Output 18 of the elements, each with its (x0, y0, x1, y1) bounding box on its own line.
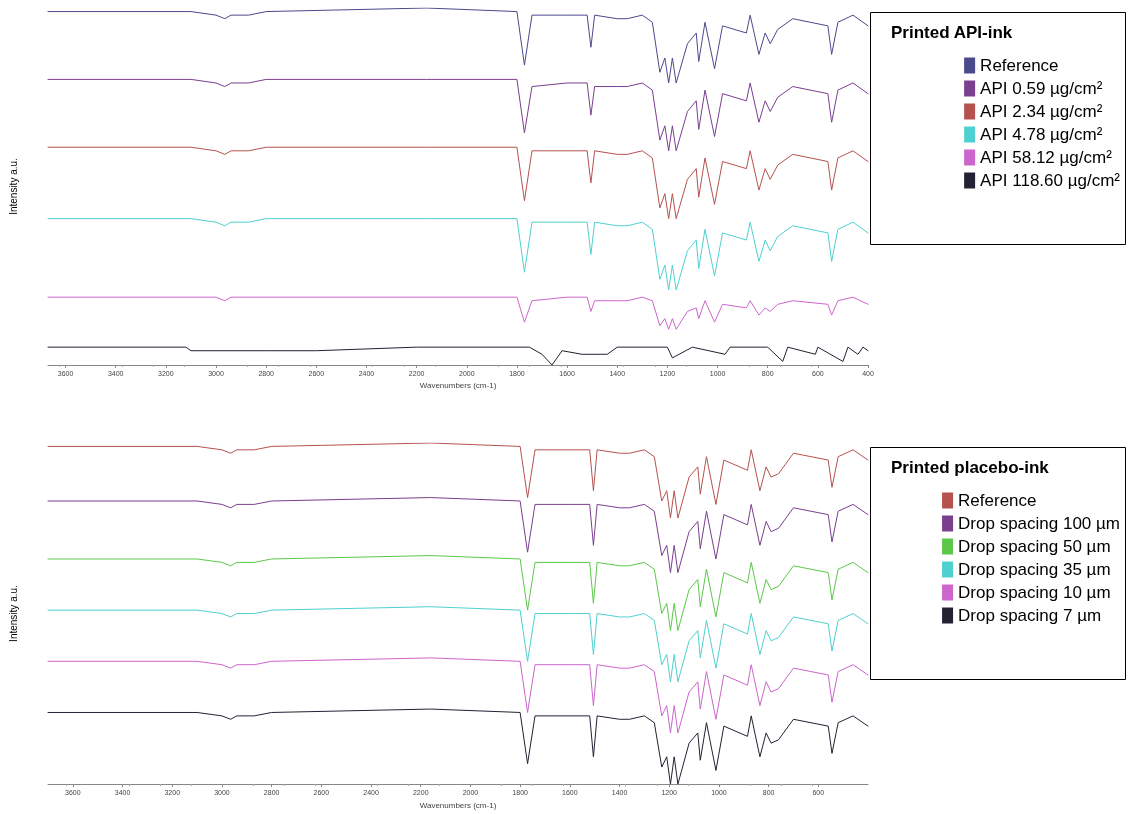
legend-label: Reference (958, 491, 1037, 510)
legend-title: Printed placebo-ink (891, 458, 1050, 477)
legend-label: API 58.12 µg/cm² (980, 148, 1113, 167)
legend-label: Drop spacing 100 µm (958, 514, 1121, 533)
y-axis-title: Intensity a.u. (7, 585, 19, 642)
legend-title: Printed API-ink (891, 23, 1013, 42)
legend-label: API 118.60 µg/cm² (980, 171, 1121, 190)
legend-label: Drop spacing 50 µm (958, 537, 1111, 556)
x-axis-title: Wavenumbers (cm-1) (419, 800, 497, 810)
legend-label: API 2.34 µg/cm² (980, 102, 1103, 121)
legend-label: API 0.59 µg/cm² (980, 79, 1103, 98)
legend-label: Drop spacing 10 µm (958, 583, 1111, 602)
x-axis-title: Wavenumbers (cm-1) (419, 381, 497, 391)
y-axis-title: Intensity a.u. (7, 158, 19, 215)
legend-label: Drop spacing 35 µm (958, 560, 1111, 579)
legend-label: API 4.78 µg/cm² (980, 125, 1103, 144)
legend-label: Drop spacing 7 µm (958, 606, 1102, 625)
legend-label: Reference (980, 56, 1059, 75)
